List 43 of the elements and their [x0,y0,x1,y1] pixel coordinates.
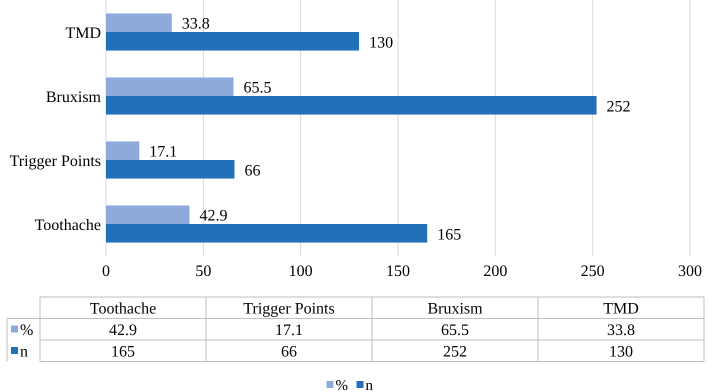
legend-label: n [20,344,28,360]
data-label: 42.9 [109,322,137,339]
y-tick-label: Trigger Points [10,153,101,170]
y-tick-label: TMD [65,25,101,42]
data-label: 42.9 [200,208,228,225]
x-tick-label: 100 [288,263,313,280]
bar [106,77,234,96]
data-label: 130 [369,34,394,52]
x-tick-label: 150 [386,263,410,280]
data-label: 66 [244,162,260,180]
data-label: 65.5 [441,322,469,339]
data-label: 252 [443,344,467,360]
data-label: 165 [111,344,135,360]
x-tick-label: 0 [102,263,110,280]
data-label: 66 [281,344,297,360]
x-tick-label: 250 [580,263,605,280]
data-label: 33.8 [607,322,635,339]
y-tick-label: Bruxism [46,89,102,106]
data-label: 33.8 [182,16,210,33]
category-label: Trigger Points [243,300,335,318]
bar [106,205,190,224]
category-label: TMD [603,300,639,318]
category-label: Toothache [90,300,156,318]
legend-label: n [366,378,374,392]
x-tick-label: 300 [678,263,702,280]
data-label: 165 [437,226,462,244]
bar [106,32,360,51]
bar [106,96,597,115]
bar [106,141,140,160]
data-label: 252 [606,98,631,116]
data-label: 65.5 [244,80,272,97]
bar [106,160,234,179]
y-tick-label: Toothache [34,217,101,234]
data-label: 17.1 [275,322,303,339]
data-label: 17.1 [149,144,178,161]
x-tick-label: 50 [195,263,212,280]
category-label: Bruxism [427,300,484,318]
legend-label: % [336,378,348,392]
legend-label: % [20,322,34,339]
bar [106,13,172,32]
x-tick-label: 200 [483,263,508,280]
bar [106,224,428,243]
data-label: 130 [609,344,633,360]
